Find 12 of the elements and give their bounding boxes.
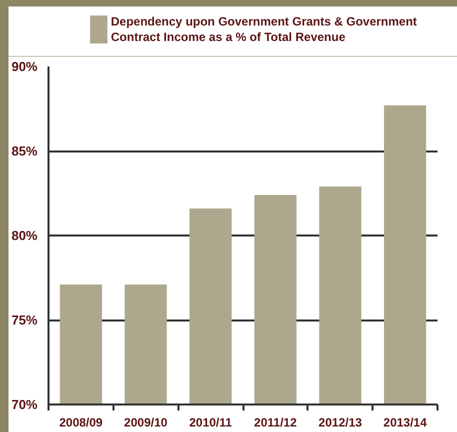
x-tick-label: 2011/12: [254, 416, 298, 430]
y-tick-label: 85%: [11, 144, 38, 158]
x-tick-label: 2012/13: [318, 416, 362, 430]
y-tick-label: 90%: [11, 59, 38, 74]
x-tick-label: 2009/10: [124, 416, 168, 430]
legend-label: Dependency upon Government Grants & Government Contract Income as a % of Total Revenue: [110, 14, 417, 44]
y-tick-label: 70%: [11, 397, 38, 412]
x-tick-label: 2010/11: [189, 416, 232, 430]
y-tick-label: 75%: [11, 312, 38, 328]
y-tick-label: 80%: [11, 228, 38, 243]
x-tick-label: 2008/09: [59, 416, 103, 430]
x-tick-label: 2013/14: [383, 416, 428, 430]
